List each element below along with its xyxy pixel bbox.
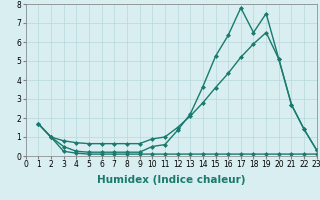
X-axis label: Humidex (Indice chaleur): Humidex (Indice chaleur) bbox=[97, 175, 245, 185]
